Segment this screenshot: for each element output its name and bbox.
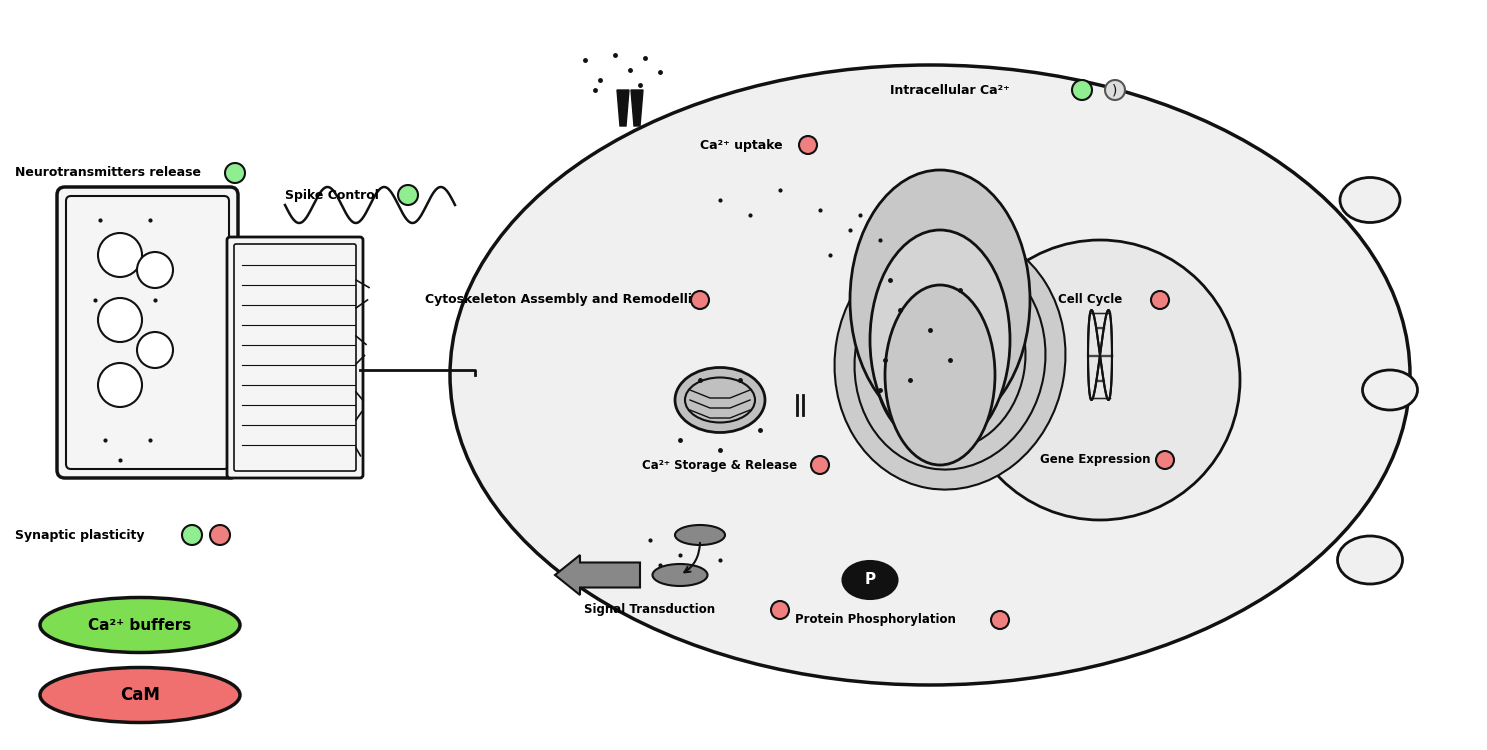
Circle shape	[1072, 80, 1091, 100]
Text: ): )	[1112, 83, 1118, 97]
Ellipse shape	[675, 368, 764, 433]
Text: Intracellular Ca²⁺: Intracellular Ca²⁺	[891, 83, 1010, 97]
Circle shape	[1151, 291, 1169, 309]
Circle shape	[1105, 80, 1126, 100]
Circle shape	[770, 601, 790, 619]
Text: Spike Control: Spike Control	[286, 188, 379, 202]
Circle shape	[181, 525, 202, 545]
FancyBboxPatch shape	[228, 237, 363, 478]
Circle shape	[210, 525, 230, 545]
Ellipse shape	[855, 251, 1045, 470]
Circle shape	[225, 163, 245, 183]
Circle shape	[990, 611, 1010, 629]
Circle shape	[399, 185, 418, 205]
Ellipse shape	[874, 271, 1026, 449]
Circle shape	[810, 456, 828, 474]
Ellipse shape	[451, 65, 1410, 685]
Ellipse shape	[885, 285, 995, 465]
Text: Gene Expression: Gene Expression	[1039, 454, 1151, 466]
Ellipse shape	[675, 525, 726, 545]
Ellipse shape	[40, 598, 239, 652]
Ellipse shape	[834, 230, 1066, 490]
Text: Ca²⁺ uptake: Ca²⁺ uptake	[700, 139, 782, 152]
Circle shape	[98, 298, 141, 342]
Ellipse shape	[653, 564, 708, 586]
Circle shape	[137, 332, 172, 368]
Circle shape	[961, 240, 1240, 520]
Text: Protein Phosphorylation: Protein Phosphorylation	[794, 614, 956, 626]
Text: P: P	[864, 572, 876, 587]
Ellipse shape	[1337, 536, 1402, 584]
FancyArrow shape	[555, 555, 639, 595]
FancyBboxPatch shape	[57, 187, 238, 478]
Text: Ca²⁺ buffers: Ca²⁺ buffers	[88, 617, 192, 632]
Ellipse shape	[870, 230, 1010, 450]
Text: Cytoskeleton Assembly and Remodelling: Cytoskeleton Assembly and Remodelling	[425, 293, 709, 307]
Text: Neurotransmitters release: Neurotransmitters release	[15, 166, 201, 179]
Text: Synaptic plasticity: Synaptic plasticity	[15, 529, 144, 542]
Text: CaM: CaM	[120, 686, 161, 704]
Circle shape	[1155, 451, 1175, 469]
Circle shape	[137, 252, 172, 288]
Ellipse shape	[1362, 370, 1417, 410]
Ellipse shape	[843, 561, 898, 599]
Circle shape	[98, 233, 141, 277]
Ellipse shape	[40, 668, 239, 722]
Text: Ca²⁺ Storage & Release: Ca²⁺ Storage & Release	[642, 458, 797, 472]
Ellipse shape	[851, 170, 1030, 430]
Ellipse shape	[1340, 178, 1399, 223]
Circle shape	[98, 363, 141, 407]
Text: Cell Cycle: Cell Cycle	[1057, 293, 1123, 307]
Polygon shape	[617, 90, 629, 126]
Text: Signal Transduction: Signal Transduction	[584, 604, 715, 616]
Circle shape	[691, 291, 709, 309]
Circle shape	[799, 136, 816, 154]
Polygon shape	[630, 90, 642, 126]
